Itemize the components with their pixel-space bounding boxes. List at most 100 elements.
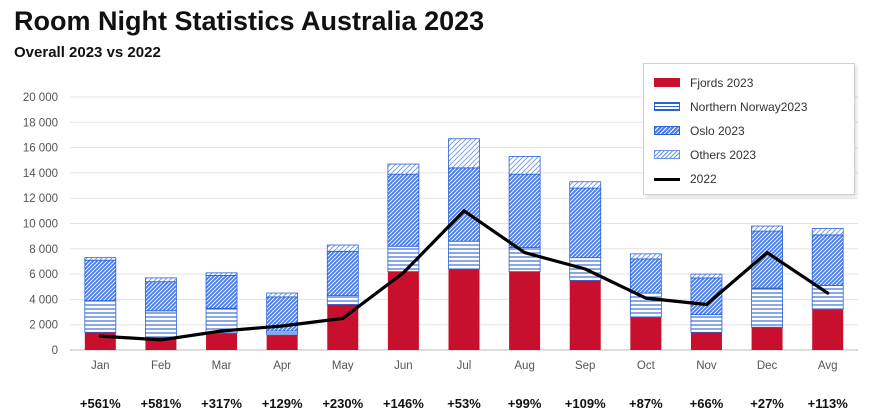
bar-segment-horizontal [326,295,359,305]
bar-segment-light [569,181,602,189]
x-category-label: Jan [91,360,110,372]
x-category-label: Avg [818,360,838,372]
bar-segment-dense [811,234,844,286]
bar-segment-light [448,138,480,169]
bar-segment-solid [266,334,298,350]
legend-swatch-northern-norway [654,102,680,111]
legend-swatch-others [654,150,680,159]
x-category-label: Mar [212,360,232,372]
change-label: +317% [201,396,242,411]
bar-segment-dense [629,258,662,294]
change-label: +113% [808,396,849,411]
x-axis-categories: Jan Feb Mar Apr May Jun Jul Aug Sep Oct Nov Dec Avg [91,360,837,372]
y-tick-label: 6 000 [29,269,58,281]
x-category-label: Oct [637,360,656,372]
bar-segment-horizontal [751,287,783,328]
bar-segment-dense [569,187,602,259]
bar-segment-dense [508,173,541,248]
bar-segment-light [629,253,662,260]
bar-segment-horizontal [811,285,844,310]
bar-segment-horizontal [387,245,420,272]
y-tick-label: 4 000 [29,294,58,306]
change-label: +27% [750,396,784,411]
bar-segment-light [84,257,117,261]
legend-label-oslo: Oslo 2023 [690,124,745,138]
bar-segment-light [811,228,844,236]
bar-segment-solid [509,271,541,350]
y-tick-label: 10 000 [23,219,58,231]
bar-segment-dense [448,167,480,242]
x-category-label: Jul [457,360,472,372]
bar-segment-light [326,244,359,252]
change-label: +146% [383,396,424,411]
y-tick-label: 20 000 [23,92,58,104]
bar-segment-solid [630,317,662,350]
chart-title: Room Night Statistics Australia 2023 [14,6,485,36]
x-category-label: Aug [514,360,534,372]
change-label: +87% [629,396,663,411]
x-category-label: Sep [575,360,595,372]
y-tick-label: 12 000 [23,193,58,205]
bar-segment-solid [387,271,419,350]
change-label: +230% [322,396,363,411]
legend-line-2022 [654,178,680,181]
bar-segment-light [690,273,723,279]
bar-segment-solid [751,327,783,350]
y-tick-label: 8 000 [29,244,58,256]
bar-segment-light [145,277,177,283]
bar-segment-solid [448,269,480,350]
y-tick-label: 14 000 [23,168,58,180]
x-category-label: May [332,360,354,372]
change-label: +129% [262,396,303,411]
bar-segment-light [387,163,420,175]
y-axis-ticks: 0 2 000 4 000 6 000 8 000 10 000 12 000 14 000 1… [23,92,58,357]
bar-segment-dense [387,173,420,247]
change-label: +53% [447,396,481,411]
legend-label-fjords: Fjords 2023 [690,76,754,90]
legend-swatch-oslo [654,126,680,135]
y-tick-label: 0 [52,345,58,357]
bar-segment-solid [569,280,601,350]
change-labels: +561% +581% +317% +129% +230% +146% +53% +99% +1… [80,396,848,411]
change-label: +66% [690,396,724,411]
legend-label-others: Others 2023 [690,148,757,162]
y-tick-label: 2 000 [29,320,58,332]
legend-item-2022: 2022 [654,172,717,186]
bar-segment-horizontal [448,240,480,270]
bars [84,138,844,350]
change-label: +109% [565,396,606,411]
bar-segment-horizontal [84,300,117,333]
bar-segment-solid [690,332,722,350]
change-label: +581% [141,396,182,411]
bar-segment-light [751,225,783,232]
y-tick-label: 18 000 [23,117,58,129]
change-label: +99% [508,396,542,411]
bar-segment-light [508,156,541,175]
bar-segment-light [205,272,238,276]
legend-label-2022: 2022 [690,172,717,186]
bar-segment-dense [205,274,238,309]
legend-item-northern-norway: Northern Norway2023 [654,100,808,114]
bar-segment-dense [326,250,359,297]
x-category-label: Apr [273,360,291,372]
x-category-label: Nov [696,360,717,372]
x-category-label: Dec [757,360,778,372]
bar-segment-light [266,292,299,298]
change-label: +561% [80,396,121,411]
legend-label-northern-norway: Northern Norway2023 [690,100,808,114]
bar-segment-dense [145,281,177,312]
line-2022-path [98,209,830,342]
x-category-label: Jun [394,360,413,372]
legend-swatch-fjords [654,78,680,87]
bar-segment-solid [812,309,844,350]
line-2022 [98,209,830,342]
bar-segment-horizontal [690,314,723,333]
bar-segment-dense [84,259,117,302]
y-tick-label: 16 000 [23,143,58,155]
legend-item-oslo: Oslo 2023 [654,124,745,138]
bar-segment-horizontal [266,330,299,336]
bar-segment-horizontal [145,310,177,338]
chart-subtitle: Overall 2023 vs 2022 [14,44,161,61]
legend-item-fjords: Fjords 2023 [654,76,754,90]
legend: Fjords 2023 Northern Norway2023 Oslo 202… [643,63,855,195]
